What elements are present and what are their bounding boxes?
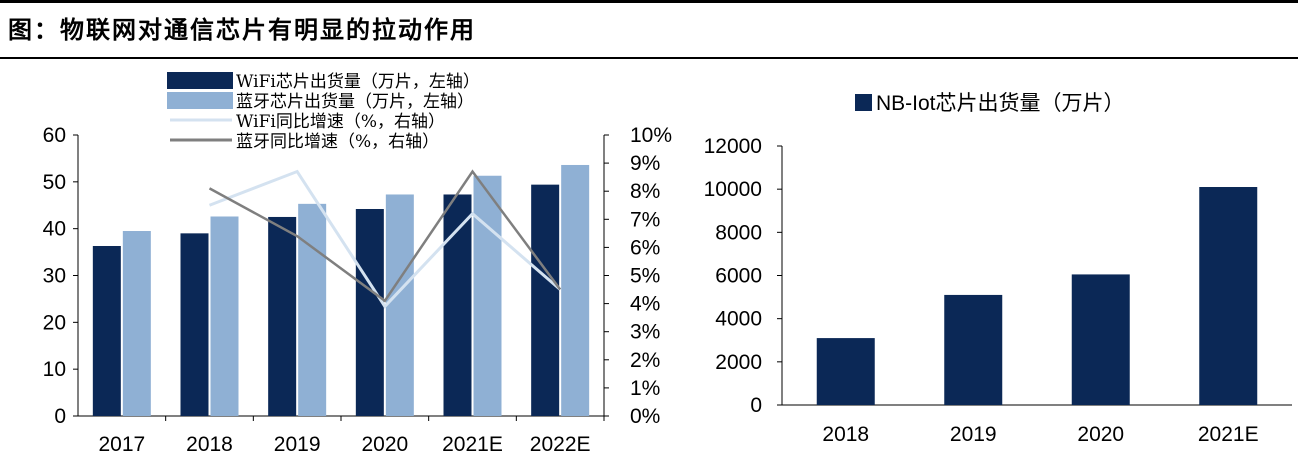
legend-swatch — [167, 72, 233, 89]
right-tick-label: 6% — [630, 236, 660, 259]
nb-tick-label: 10000 — [704, 178, 762, 201]
title-rule — [0, 57, 1298, 59]
nb-legend-label: NB-Iot芯片出货量（万片） — [876, 92, 1125, 115]
legend-label: 蓝牙同比增速（%，右轴） — [236, 132, 439, 152]
left-tick-label: 60 — [43, 124, 66, 147]
page-title: 图：物联网对通信芯片有明显的拉动作用 — [8, 15, 476, 44]
wifi-bar — [531, 184, 560, 416]
x-tick-label: 2021E — [442, 433, 503, 456]
nb-tick-label: 0 — [750, 394, 762, 417]
nb-x-tick-label: 2021E — [1198, 423, 1259, 446]
nb-iot-bar — [1071, 274, 1130, 405]
left-tick-label: 50 — [43, 171, 66, 194]
nb-tick-label: 8000 — [715, 221, 762, 244]
x-tick-label: 2022E — [530, 433, 591, 456]
nb-tick-label: 2000 — [715, 351, 762, 374]
legend-label: 蓝牙芯片出货量（万片，左轴） — [236, 92, 474, 112]
right-tick-label: 4% — [630, 293, 660, 316]
nb-x-tick-label: 2018 — [822, 423, 869, 446]
x-tick-label: 2019 — [274, 433, 321, 456]
bluetooth-bar — [298, 203, 327, 416]
right-tick-label: 8% — [630, 180, 660, 203]
x-tick-label: 2020 — [361, 433, 408, 456]
nb-iot-bar — [816, 338, 875, 405]
wifi-growth-line — [208, 169, 562, 309]
nb-x-tick-label: 2020 — [1077, 423, 1124, 446]
wifi-bar — [180, 233, 209, 416]
right-tick-label: 1% — [630, 377, 660, 400]
legend-swatch — [167, 92, 233, 109]
left-tick-label: 40 — [43, 218, 66, 241]
right-tick-label: 3% — [630, 321, 660, 344]
top-rule — [0, 0, 1298, 3]
right-tick-label: 9% — [630, 152, 660, 175]
right-tick-label: 0% — [630, 405, 660, 428]
wifi-bar — [355, 208, 384, 416]
nb-tick-label: 12000 — [704, 135, 762, 158]
legend-label: WiFi芯片出货量（万片，左轴） — [236, 72, 480, 92]
nb-legend-swatch — [855, 94, 872, 111]
nb-iot-bar — [944, 294, 1003, 405]
right-tick-label: 7% — [630, 208, 660, 231]
bluetooth-bar — [473, 175, 502, 416]
right-tick-label: 5% — [630, 265, 660, 288]
wifi-bar — [268, 216, 297, 416]
left-tick-label: 10 — [43, 358, 66, 381]
nb-x-tick-label: 2019 — [950, 423, 997, 446]
bluetooth-bar — [210, 216, 239, 416]
wifi-bar — [92, 245, 121, 416]
x-tick-label: 2018 — [186, 433, 233, 456]
left-tick-label: 0 — [54, 405, 66, 428]
bluetooth-bar — [561, 164, 590, 416]
x-tick-label: 2017 — [98, 433, 145, 456]
left-tick-label: 30 — [43, 265, 66, 288]
right-tick-label: 2% — [630, 349, 660, 372]
legend-label: WiFi同比增速（%，右轴） — [236, 112, 445, 132]
nb-tick-label: 6000 — [715, 265, 762, 288]
nb-tick-label: 4000 — [715, 308, 762, 331]
left-tick-label: 20 — [43, 311, 66, 334]
right-tick-label: 10% — [630, 124, 672, 147]
bluetooth-bar — [385, 194, 414, 416]
bluetooth-bar — [122, 231, 151, 416]
nb-iot-bar — [1199, 187, 1258, 405]
bluetooth-growth-line — [208, 169, 562, 303]
